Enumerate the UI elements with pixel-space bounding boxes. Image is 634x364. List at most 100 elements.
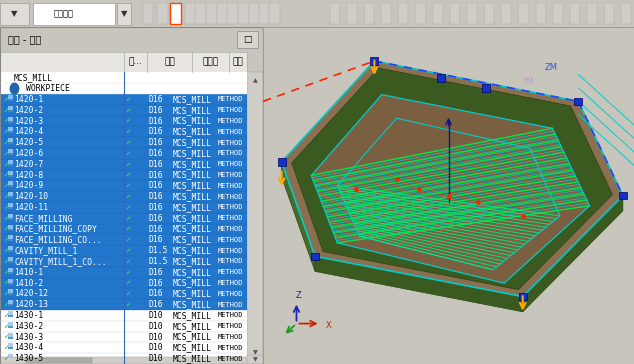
Text: 1420-2: 1420-2 [15, 106, 44, 115]
Text: MCS_MILL: MCS_MILL [172, 278, 211, 288]
Text: METHOD: METHOD [218, 334, 243, 340]
Text: Z: Z [295, 291, 301, 300]
Bar [0, 234, 247, 245]
Text: MCS_MILL: MCS_MILL [172, 160, 211, 169]
Bar [574, 98, 583, 105]
Text: ▼: ▼ [11, 9, 17, 18]
Text: 1420-12: 1420-12 [15, 289, 49, 298]
Bar [8, 246, 13, 252]
Bar [217, 3, 228, 24]
Text: ✓: ✓ [125, 151, 130, 156]
Text: MCS_MILL: MCS_MILL [172, 322, 211, 331]
Bar [0, 159, 247, 170]
Bar [8, 322, 13, 328]
Text: ✓: ✓ [3, 237, 8, 242]
Bar [8, 203, 13, 209]
Bar [8, 293, 13, 296]
Bar [8, 218, 13, 220]
Bar [0, 213, 247, 223]
Bar [0, 357, 247, 364]
Text: MCS_MILL: MCS_MILL [172, 170, 211, 179]
Text: MCS_MILL: MCS_MILL [172, 300, 211, 309]
Text: 刀...: 刀... [129, 58, 143, 67]
Bar [450, 3, 460, 24]
Text: MCS_MILL: MCS_MILL [172, 246, 211, 255]
Bar [8, 250, 13, 252]
Bar [0, 245, 247, 256]
Text: METHOD: METHOD [218, 258, 243, 264]
Bar [0, 223, 247, 234]
Bar [347, 3, 357, 24]
Text: ✓: ✓ [125, 183, 130, 188]
Bar [415, 3, 425, 24]
Text: ▲: ▲ [253, 79, 257, 83]
Text: ✓: ✓ [125, 248, 130, 253]
Bar [8, 149, 13, 155]
Bar [0, 353, 247, 364]
Bar [484, 3, 495, 24]
Bar [8, 315, 13, 317]
Bar [8, 207, 13, 209]
Bar [8, 175, 13, 177]
Bar [8, 326, 13, 328]
Bar [0, 94, 247, 105]
Text: METHOD: METHOD [218, 302, 243, 308]
Text: METHOD: METHOD [218, 194, 243, 199]
Bar [247, 72, 263, 364]
Bar [0, 148, 247, 159]
Bar [0, 170, 247, 181]
Text: 1430-3: 1430-3 [15, 332, 44, 341]
Text: D16: D16 [148, 138, 164, 147]
Bar [8, 304, 13, 306]
Polygon shape [315, 256, 522, 312]
Text: 1420-4: 1420-4 [15, 127, 44, 136]
Text: METHOD: METHOD [218, 226, 243, 232]
Text: ✓: ✓ [3, 259, 8, 264]
Bar [501, 3, 512, 24]
Bar [247, 355, 263, 364]
Text: D16: D16 [148, 95, 164, 104]
Text: ✓: ✓ [125, 302, 130, 307]
Bar [0, 181, 247, 191]
Text: ▼: ▼ [121, 9, 127, 18]
Bar [587, 3, 597, 24]
Text: ✓: ✓ [3, 183, 8, 188]
Text: MCS_MILL: MCS_MILL [172, 257, 211, 266]
Text: D16: D16 [148, 300, 164, 309]
Text: MCS_MILL: MCS_MILL [172, 95, 211, 104]
Text: ✓: ✓ [125, 226, 130, 232]
Text: ✓: ✓ [125, 205, 130, 210]
Text: D16: D16 [148, 127, 164, 136]
Text: ✓: ✓ [3, 97, 8, 102]
Text: ✓: ✓ [125, 237, 130, 242]
Text: 1430-4: 1430-4 [15, 343, 44, 352]
Text: 几何体: 几何体 [202, 58, 219, 67]
Text: D16: D16 [148, 225, 164, 234]
Bar [8, 160, 13, 166]
Text: METHOD: METHOD [218, 237, 243, 243]
Text: ✓: ✓ [3, 313, 8, 318]
Text: ✓: ✓ [3, 324, 8, 329]
Bar [0, 202, 247, 213]
Bar [370, 57, 378, 65]
Text: 1430-5: 1430-5 [15, 354, 44, 363]
Bar [8, 131, 13, 134]
Bar [259, 3, 269, 24]
Text: METHOD: METHOD [218, 183, 243, 189]
Bar [604, 3, 614, 24]
Bar [8, 164, 13, 166]
Text: 1420-9: 1420-9 [15, 181, 44, 190]
Text: ✓: ✓ [125, 173, 130, 178]
Bar [0, 321, 247, 332]
Bar [0, 299, 247, 310]
Bar [553, 3, 563, 24]
Bar [0, 27, 263, 52]
Bar [8, 99, 13, 101]
Text: 1420-5: 1420-5 [15, 138, 44, 147]
Bar [0, 72, 247, 83]
Text: MCS_MILL: MCS_MILL [172, 192, 211, 201]
Text: 1420-11: 1420-11 [15, 203, 49, 212]
Text: FACE_MILLING_COPY: FACE_MILLING_COPY [15, 225, 98, 234]
Bar [621, 3, 631, 24]
Polygon shape [311, 95, 590, 283]
